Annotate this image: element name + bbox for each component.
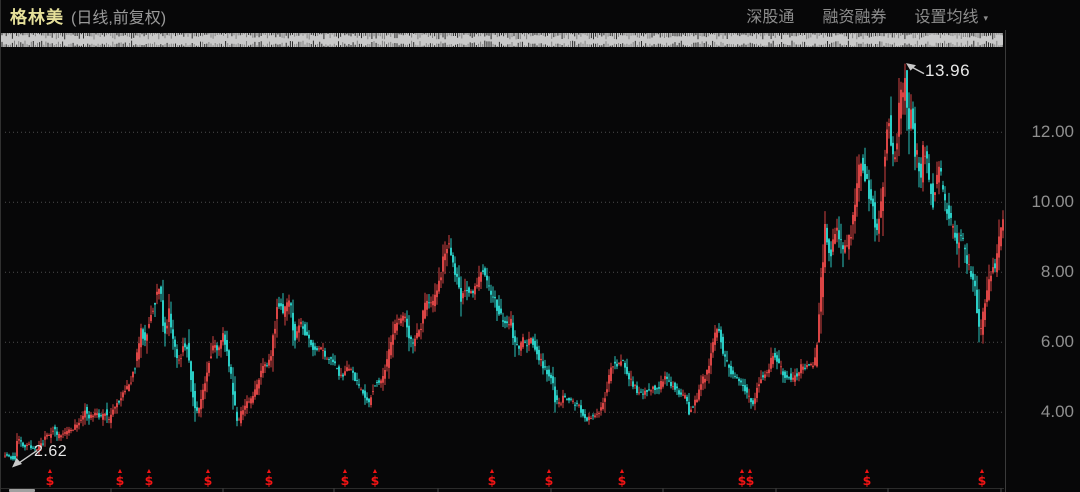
dividend-symbol: $	[203, 473, 213, 488]
chart-title-group: 格林美 (日线,前复权)	[10, 3, 166, 28]
dividend-symbol: $	[617, 473, 627, 488]
dividend-marker[interactable]: ▲ $	[367, 468, 383, 488]
high-annotation: 13.96	[925, 61, 970, 81]
dividend-marker[interactable]: ▲ $	[337, 468, 353, 488]
dividend-arrow-icon: ▲	[545, 468, 553, 475]
dividend-symbol: $	[264, 473, 274, 488]
dividend-marker[interactable]: ▲ $	[859, 468, 875, 488]
low-annotation-arrowhead	[12, 458, 22, 468]
dividend-marker[interactable]: ▲ $	[734, 468, 750, 488]
dividend-arrow-icon: ▲	[204, 468, 212, 475]
down-candle-wicks	[6, 78, 996, 461]
dividend-marker[interactable]: ▲ $	[742, 468, 758, 488]
dividend-marker[interactable]: ▲ $	[200, 468, 216, 488]
dividend-symbol: $	[340, 473, 350, 488]
dividend-symbol: $	[977, 473, 987, 488]
dividend-arrow-icon: ▲	[746, 468, 754, 475]
up-candle-wicks	[4, 63, 1004, 461]
y-axis-label-10.00: 10.00	[1031, 192, 1074, 212]
dividend-symbol: $	[745, 473, 755, 488]
menu-item-0[interactable]: 深股通	[746, 9, 795, 26]
menu-item-1[interactable]: 融资融券	[822, 9, 887, 26]
dividend-marker[interactable]: ▲ $	[141, 468, 157, 488]
stock-name: 格林美	[10, 7, 64, 27]
dividend-marker[interactable]: ▲ $	[484, 468, 500, 488]
high-annotation-value: 13.96	[925, 61, 971, 80]
high-annotation-arrow	[909, 65, 925, 75]
dividend-symbol: $	[487, 473, 497, 488]
dividend-arrow-icon: ▲	[341, 468, 349, 475]
high-annotation-arrowhead	[906, 63, 916, 71]
dividend-arrow-icon: ▲	[46, 468, 54, 475]
dividend-arrow-icon: ▲	[863, 468, 871, 475]
dividend-marker[interactable]: ▲ $	[974, 468, 990, 488]
dividend-marker[interactable]: ▲ $	[261, 468, 277, 488]
low-annotation: 2.62	[34, 443, 67, 461]
dividend-symbol: $	[370, 473, 380, 488]
up-candle-bodies	[4, 78, 1004, 457]
chevron-down-icon: ▾	[983, 13, 988, 23]
dividend-marker[interactable]: ▲ $	[541, 468, 557, 488]
y-axis-label-4.00: 4.00	[1040, 402, 1074, 422]
dividend-symbol: $	[144, 473, 154, 488]
dividend-arrow-icon: ▲	[738, 468, 746, 475]
dividend-marker[interactable]: ▲ $	[42, 468, 58, 488]
dividend-arrow-icon: ▲	[371, 468, 379, 475]
menu-item-2[interactable]: 设置均线 ▾	[914, 9, 988, 26]
dividend-marker[interactable]: ▲ $	[112, 468, 128, 488]
bottom-axis-ticks	[110, 488, 1002, 492]
dividend-arrow-icon: ▲	[978, 468, 986, 475]
y-axis-label-6.00: 6.00	[1040, 332, 1074, 352]
dividend-symbol: $	[737, 473, 747, 488]
title-bar: 格林美 (日线,前复权) 深股通 融资融券 设置均线 ▾	[1, 0, 1080, 30]
dividend-symbol: $	[862, 473, 872, 488]
dividend-arrow-icon: ▲	[488, 468, 496, 475]
dividend-symbol: $	[544, 473, 554, 488]
header-menu: 深股通 融资融券 设置均线 ▾	[746, 3, 988, 27]
navigator-ticks-dark	[1, 33, 1004, 47]
dividend-arrow-icon: ▲	[265, 468, 273, 475]
scrollbar-thumb[interactable]	[9, 489, 35, 492]
grid-lines	[5, 131, 1003, 413]
dividend-symbol: $	[115, 473, 125, 488]
dividend-arrow-icon: ▲	[116, 468, 124, 475]
y-axis-label-8.00: 8.00	[1040, 262, 1074, 282]
dividend-symbol: $	[45, 473, 55, 488]
timeline-navigator[interactable]	[1, 33, 1004, 47]
dividend-arrow-icon: ▲	[618, 468, 626, 475]
y-axis-label-12.00: 12.00	[1031, 122, 1074, 142]
dividend-arrow-icon: ▲	[145, 468, 153, 475]
low-annotation-value: 2.62	[34, 443, 68, 460]
navigator-minichart	[1, 33, 1004, 47]
dividend-marker[interactable]: ▲ $	[614, 468, 630, 488]
navigator-ticks-light	[3, 33, 1002, 47]
down-candle-bodies	[6, 70, 996, 460]
chart-mode-label: (日线,前复权)	[71, 9, 167, 27]
